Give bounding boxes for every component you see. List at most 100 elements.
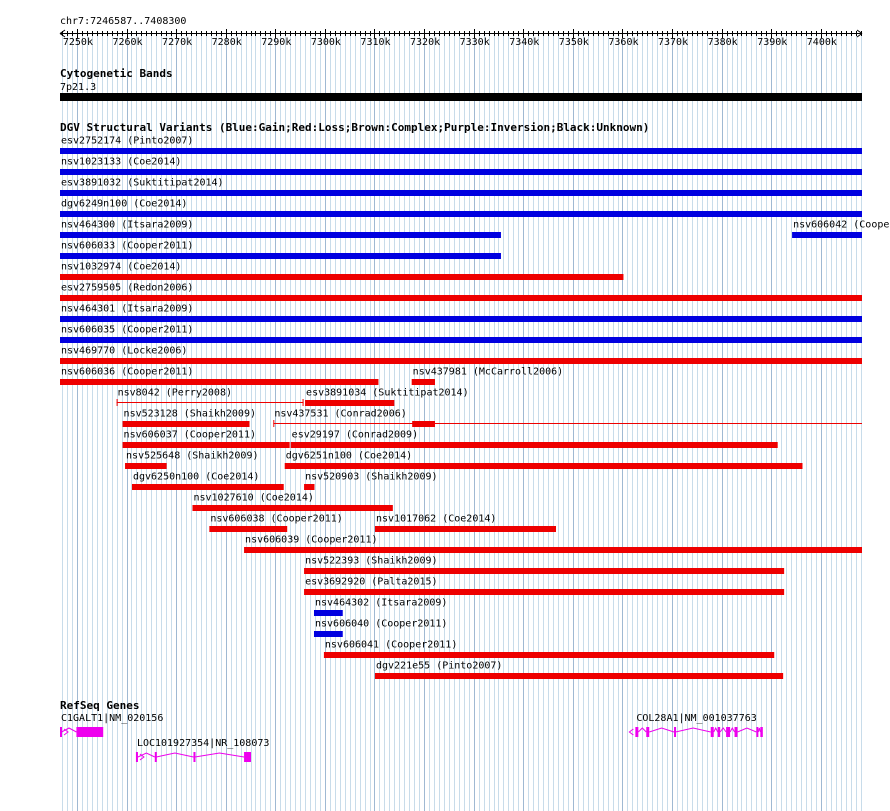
dgv-variant-bar[interactable] [122, 442, 290, 448]
dgv-variant-label[interactable]: nsv8042 (Perry2008) [118, 388, 232, 399]
dgv-variant-label[interactable]: nsv606033 (Cooper2011) [61, 241, 193, 252]
dgv-variant-bar[interactable] [60, 379, 379, 385]
dgv-variant-bar[interactable] [411, 379, 435, 385]
dgv-variant-label[interactable]: nsv606036 (Cooper2011) [61, 367, 193, 378]
dgv-variant-label[interactable]: nsv606038 (Cooper2011) [210, 514, 342, 525]
gene-exon[interactable] [635, 727, 639, 737]
gene-label[interactable]: C1GALT1|NM_020156 [61, 713, 163, 724]
ruler-label: 7310k [360, 37, 390, 48]
dgv-variant-label[interactable]: nsv1017062 (Coe2014) [376, 514, 496, 525]
gene-exon[interactable] [726, 727, 731, 737]
gene-exon[interactable] [760, 727, 763, 737]
dgv-variant-bar[interactable] [305, 400, 395, 406]
cytoband-bar[interactable] [60, 93, 862, 101]
dgv-variant-bar[interactable] [60, 274, 624, 280]
dgv-variant-label[interactable]: nsv464302 (Itsara2009) [315, 598, 447, 609]
gene-exon[interactable] [76, 727, 104, 737]
gene-intron-line [637, 726, 761, 733]
dgv-variant-label[interactable]: nsv437981 (McCarroll2006) [413, 367, 564, 378]
ruler-label: 7350k [559, 37, 589, 48]
dgv-variant-label[interactable]: nsv606035 (Cooper2011) [61, 325, 193, 336]
dgv-variant-bar[interactable] [284, 463, 803, 469]
dgv-track-title[interactable]: DGV Structural Variants (Blue:Gain;Red:L… [60, 121, 649, 134]
dgv-variant-label[interactable]: nsv464301 (Itsara2009) [61, 304, 193, 315]
dgv-variant-label[interactable]: nsv523128 (Shaikh2009) [124, 409, 256, 420]
gene-exon[interactable] [756, 727, 759, 737]
dgv-variant-label[interactable]: esv3891032 (Suktitipat2014) [61, 178, 224, 189]
dgv-variant-bar[interactable] [131, 484, 284, 490]
dgv-variant-bar[interactable] [60, 190, 862, 196]
dgv-variant-label[interactable]: nsv606041 (Cooper2011) [325, 640, 457, 651]
position-ruler: 7250k 7260k 7270k 7280k 7290k 7300k 7310k 7320k… [59, 29, 863, 48]
dgv-variant-bar[interactable] [313, 631, 343, 637]
dgv-variant-label[interactable]: nsv606040 (Cooper2011) [315, 619, 447, 630]
dgv-variant-label[interactable]: nsv525648 (Shaikh2009) [126, 451, 258, 462]
dgv-variant-bar[interactable] [209, 526, 288, 532]
dgv-variant-bar[interactable] [244, 547, 862, 553]
dgv-variant-bar[interactable] [60, 148, 862, 154]
gene-exon[interactable] [710, 727, 714, 737]
dgv-variant-bar[interactable] [192, 505, 393, 511]
dgv-variant-label[interactable]: nsv1032974 (Coe2014) [61, 262, 181, 273]
dgv-variant-label[interactable]: nsv606037 (Cooper2011) [124, 430, 256, 441]
dgv-variant-bar[interactable] [60, 337, 862, 343]
dgv-variant-label[interactable]: nsv522393 (Shaikh2009) [305, 556, 437, 567]
dgv-variant-label[interactable]: nsv437531 (Conrad2006) [274, 409, 406, 420]
dgv-variant-label[interactable]: nsv606042 (Cooper2011) [793, 220, 890, 231]
dgv-variant-bar[interactable] [60, 358, 862, 364]
gene-exon[interactable] [734, 727, 738, 737]
dgv-variant-label[interactable]: nsv464300 (Itsara2009) [61, 220, 193, 231]
dgv-variant-bar[interactable] [122, 421, 250, 427]
dgv-variant-label[interactable]: dgv6250n100 (Coe2014) [133, 472, 259, 483]
dgv-variant-bar[interactable] [125, 463, 167, 469]
gene-strand-arrow [63, 728, 69, 736]
gene-exon[interactable] [60, 727, 62, 737]
dgv-variant-label[interactable]: nsv469770 (Locke2006) [61, 346, 187, 357]
dgv-variant-bar[interactable] [60, 295, 862, 301]
dgv-variant-label[interactable]: dgv221e55 (Pinto2007) [376, 661, 502, 672]
dgv-variant-label[interactable]: esv2759505 (Redon2006) [61, 283, 193, 294]
dgv-variant-label[interactable]: esv29197 (Conrad2009) [292, 430, 418, 441]
gene-strand-arrow [139, 753, 145, 761]
dgv-variant-label[interactable]: nsv1027610 (Coe2014) [193, 493, 313, 504]
dgv-variant-bar[interactable] [304, 568, 785, 574]
dgv-variant-bar[interactable] [60, 253, 501, 259]
gene-strand-arrow [628, 728, 634, 736]
cytobands-track-title[interactable]: Cytogenetic Bands [60, 67, 173, 80]
refseq-track-title[interactable]: RefSeq Genes [60, 699, 139, 712]
dgv-variant-label[interactable]: esv3891034 (Suktitipat2014) [306, 388, 469, 399]
dgv-variant-bar[interactable] [313, 610, 343, 616]
gene-exon[interactable] [193, 752, 196, 762]
dgv-variant-label[interactable]: dgv6251n100 (Coe2014) [286, 451, 412, 462]
ruler-label: 7270k [162, 37, 192, 48]
gene-label[interactable]: COL28A1|NM_001037763 [636, 713, 756, 724]
gene-intron-line [61, 727, 77, 733]
dgv-variant-label[interactable]: nsv606039 (Cooper2011) [245, 535, 377, 546]
dgv-variant-bar[interactable] [374, 673, 784, 679]
dgv-variant-bar[interactable] [60, 211, 862, 217]
dgv-variant-bar[interactable] [792, 232, 862, 238]
gene-exon[interactable] [674, 727, 677, 737]
dgv-variant-label[interactable]: nsv520903 (Shaikh2009) [305, 472, 437, 483]
dgv-variant-bar[interactable] [374, 526, 557, 532]
dgv-variant-bar[interactable] [60, 232, 501, 238]
dgv-variant-label[interactable]: esv3692920 (Palta2015) [305, 577, 437, 588]
gene-exon[interactable] [646, 727, 650, 737]
dgv-variant-bar[interactable] [323, 652, 775, 658]
gene-exon[interactable] [244, 752, 252, 762]
dgv-variant-bar[interactable] [60, 316, 862, 322]
dgv-variant-bar[interactable] [304, 484, 315, 490]
gene-exon[interactable] [154, 752, 157, 762]
dgv-variant-label[interactable]: nsv1023133 (Coe2014) [61, 157, 181, 168]
dgv-variant-bar[interactable] [304, 589, 785, 595]
dgv-variant-label[interactable]: dgv6249n100 (Coe2014) [61, 199, 187, 210]
gene-exon[interactable] [717, 727, 721, 737]
dgv-variant-bar[interactable] [60, 169, 862, 175]
dgv-variant-bar[interactable] [412, 421, 435, 427]
dgv-variant-bar[interactable] [290, 442, 778, 448]
dgv-variant-label[interactable]: esv2752174 (Pinto2007) [61, 136, 193, 147]
gene-label[interactable]: LOC101927354|NR_108073 [137, 738, 269, 749]
ruler-label: 7300k [311, 37, 341, 48]
refseq-genes: C1GALT1|NM_020156 LOC101927354|NR_108073 C… [60, 713, 763, 762]
gene-exon[interactable] [135, 752, 138, 762]
